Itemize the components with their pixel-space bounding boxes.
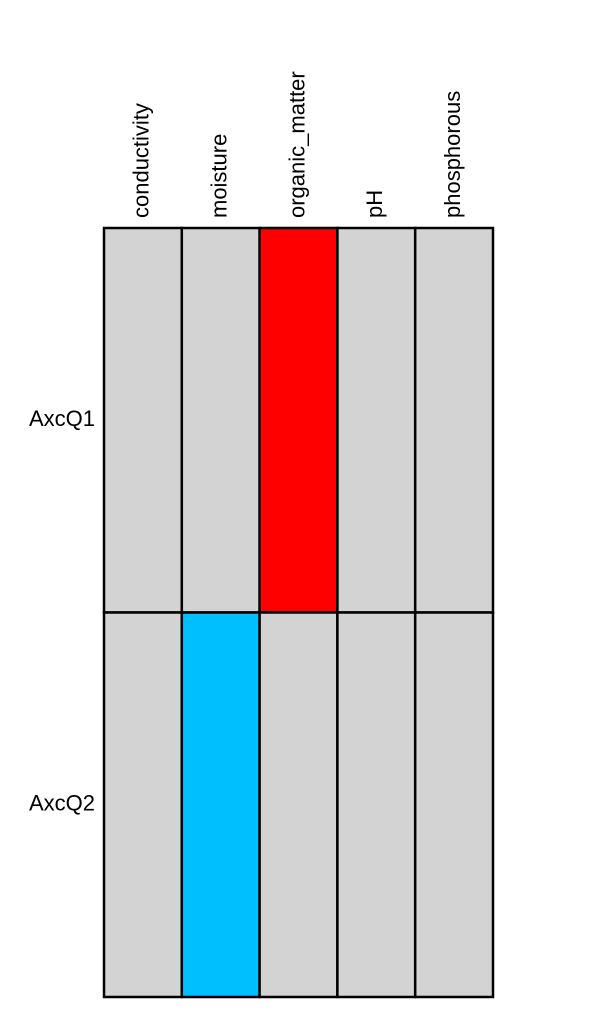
column-label: conductivity [129, 103, 154, 218]
column-label: organic_matter [284, 71, 309, 218]
cell [413, 226, 495, 614]
row-label: AxcQ2 [29, 791, 95, 816]
cell [258, 611, 339, 999]
row-label: AxcQ1 [29, 406, 95, 431]
cell [336, 226, 417, 614]
cell [180, 611, 261, 999]
cell [180, 226, 261, 614]
cell [102, 226, 184, 614]
cell [102, 611, 184, 999]
cell [413, 611, 495, 999]
cell [336, 611, 417, 999]
column-label: pH [362, 190, 387, 218]
column-label: moisture [207, 134, 232, 218]
cell [258, 226, 339, 614]
column-label: phosphorous [440, 91, 465, 218]
